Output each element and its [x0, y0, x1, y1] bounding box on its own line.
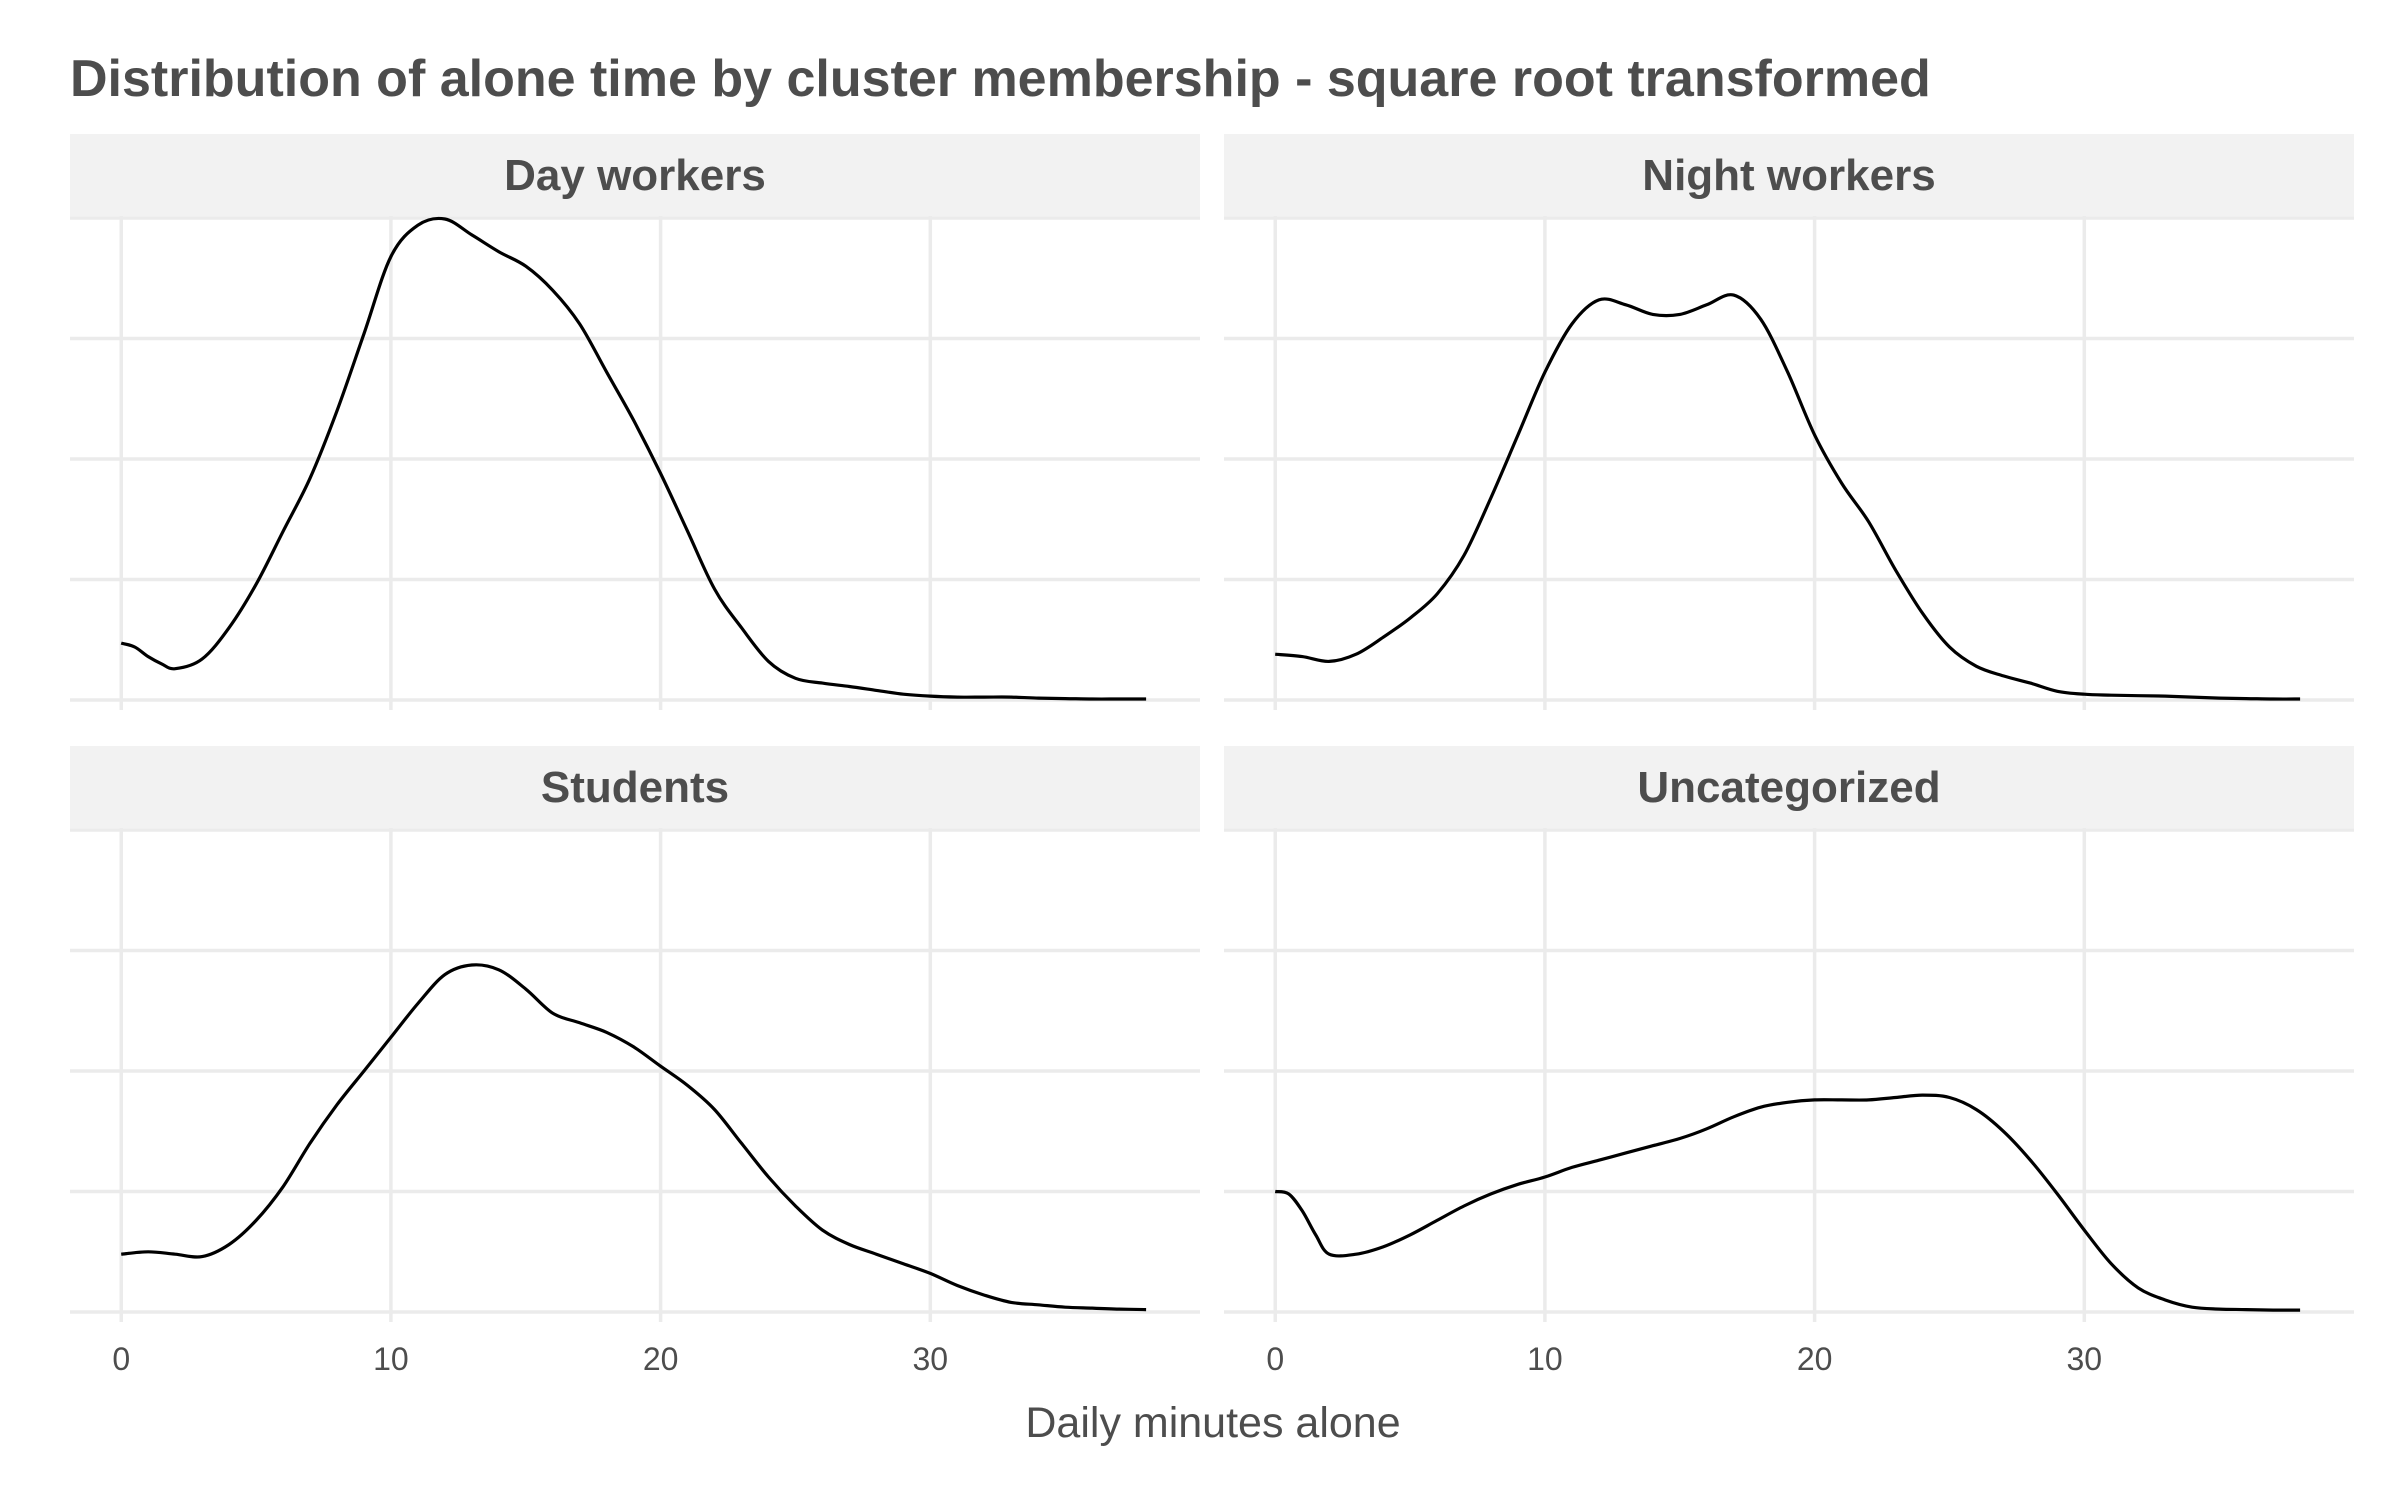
facet-panel-uncategorized: Uncategorized 0 10 20 30 [1224, 746, 2354, 1377]
x-tick-label: 20 [643, 1341, 679, 1377]
density-curve-students [121, 963, 1147, 1312]
facet-strip-label: Day workers [504, 151, 766, 200]
facet-strip-day-workers [70, 134, 1200, 216]
x-tick-label: 20 [1797, 1341, 1833, 1377]
facet-strip-label: Students [541, 763, 729, 812]
chart-title: Distribution of alone time by cluster me… [70, 50, 1931, 108]
facet-strip-night-workers [1224, 134, 2354, 216]
facet-strip-label: Night workers [1642, 151, 1935, 200]
facet-strip-students [70, 746, 1200, 828]
facet-panel-day-workers: Day workers [70, 134, 1200, 710]
x-tick-label: 10 [1527, 1341, 1563, 1377]
facet-panel-night-workers: Night workers [1224, 134, 2354, 710]
facet-strip-uncategorized [1224, 746, 2354, 828]
density-curve-day-workers [120, 216, 1147, 701]
density-curve-night-workers [1275, 293, 2301, 701]
density-curve-uncategorized [1274, 1093, 2301, 1312]
facet-strip-label: Uncategorized [1637, 763, 1940, 812]
facet-panel-students: Students 0 10 20 30 [70, 746, 1200, 1377]
x-axis-title: Daily minutes alone [1025, 1399, 1400, 1447]
x-tick-label: 10 [373, 1341, 409, 1377]
x-tick-label: 0 [112, 1341, 130, 1377]
x-tick-label: 30 [913, 1341, 949, 1377]
x-tick-label: 30 [2067, 1341, 2103, 1377]
x-tick-label: 0 [1266, 1341, 1284, 1377]
